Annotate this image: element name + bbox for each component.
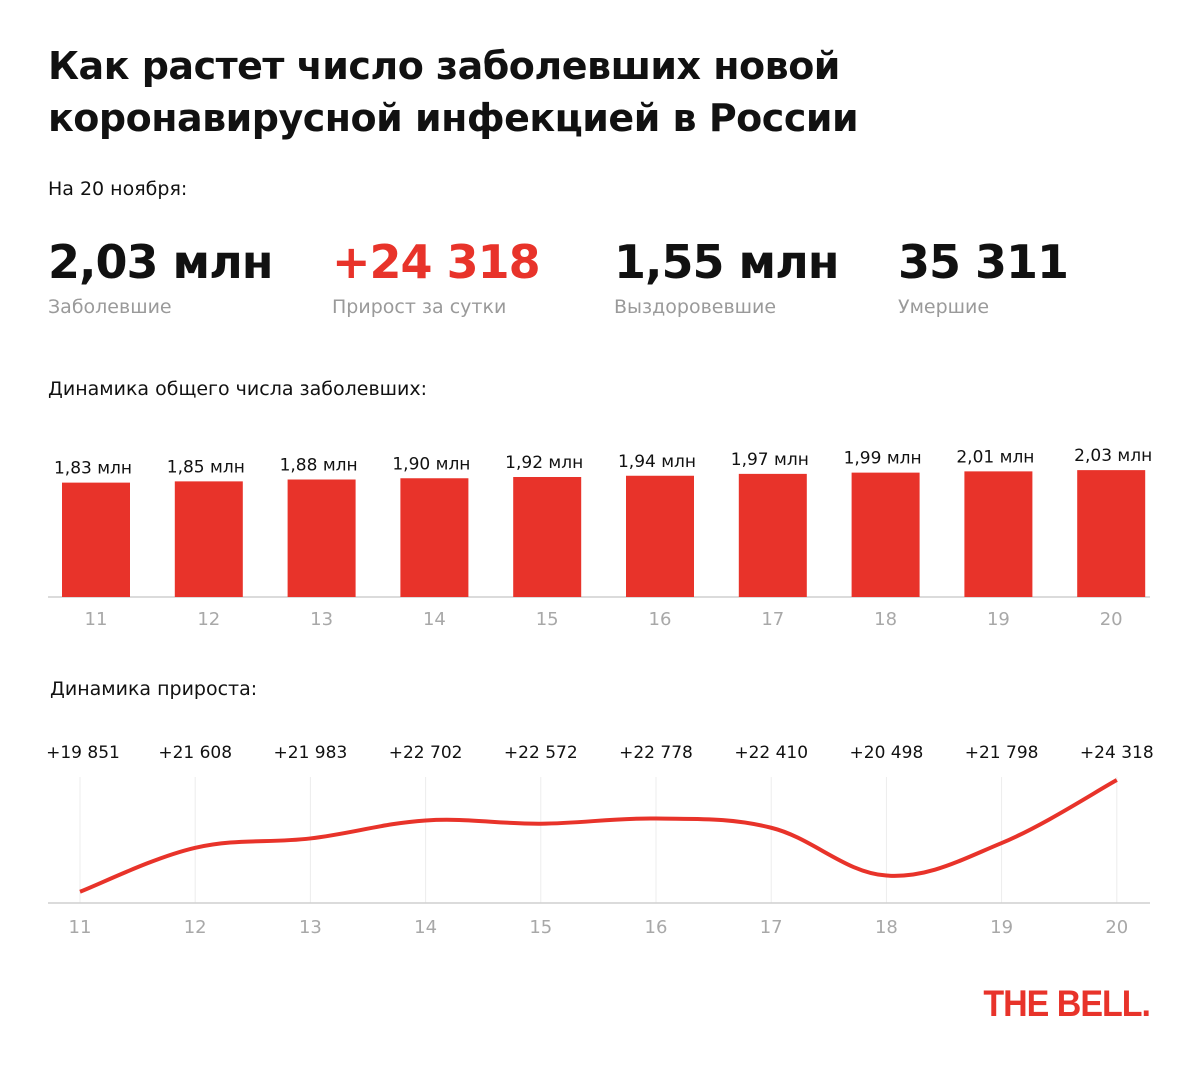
x-tick-label: 11 [69,917,92,938]
bar-data-label: 1,88 млн [280,456,358,476]
bar [513,477,582,597]
page-title: Как растет число заболевших новой корона… [48,44,859,140]
x-tick-label: 14 [414,917,437,938]
x-tick-label: 20 [1100,609,1123,630]
bar-data-label: 1,92 млн [505,453,583,473]
the-bell-logo: THE BELL. [983,983,1151,1025]
stat-label: Выздоровевшие [614,296,777,318]
bar [287,479,356,597]
bar-data-label: 1,97 млн [731,450,809,470]
bar-chart: 1,83 млн 11 1,85 млн 12 1,88 млн 13 1,90 млн 14… [48,446,1152,630]
stat-daily-increase: +24 318 Прирост за сутки [332,232,541,318]
x-tick-label: 13 [310,609,333,630]
x-tick-label: 17 [760,917,783,938]
point-data-label: +21 983 [274,743,348,763]
bar [964,471,1033,597]
line-chart: +19 851 11 +21 608 12 +21 983 13 +22 702 14 +22 … [46,743,1154,938]
x-tick-label: 16 [649,609,672,630]
point-data-label: +21 798 [965,743,1039,763]
x-tick-label: 15 [529,917,552,938]
bar [738,473,807,597]
point-data-label: +21 608 [158,743,232,763]
x-tick-label: 12 [184,917,207,938]
stat-label: Умершие [898,296,990,318]
x-tick-label: 19 [987,609,1010,630]
bar [626,475,694,597]
stat-recovered: 1,55 млн Выздоровевшие [614,232,840,318]
x-tick-label: 14 [423,609,446,630]
point-data-label: +24 318 [1080,743,1154,763]
x-tick-label: 13 [299,917,322,938]
x-tick-label: 19 [990,917,1013,938]
x-tick-label: 18 [875,917,898,938]
x-tick-label: 18 [874,609,897,630]
point-data-label: +22 702 [389,743,463,763]
x-tick-label: 16 [645,917,668,938]
x-tick-label: 11 [85,609,108,630]
point-data-label: +19 851 [46,743,120,763]
growth-line [79,778,1118,894]
bar [62,482,130,597]
x-tick-label: 15 [536,609,559,630]
bar-chart-title: Динамика общего числа заболевших: [48,378,428,400]
x-tick-label: 20 [1105,917,1128,938]
point-data-label: +22 410 [734,743,808,763]
line-chart-title: Динамика прироста: [50,678,258,700]
stat-deaths: 35 311 Умершие [898,232,1069,318]
stat-value: 1,55 млн [614,235,840,289]
bar-data-label: 2,03 млн [1074,446,1152,466]
point-data-label: +20 498 [850,743,924,763]
bar [851,472,920,597]
bar-data-label: 2,01 млн [956,447,1034,467]
bar [400,478,469,597]
bar-data-label: 1,94 млн [618,452,696,472]
bar [1077,470,1146,597]
date-label: На 20 ноября: [48,178,188,200]
point-data-label: +22 778 [619,743,693,763]
stat-label: Прирост за сутки [332,296,507,318]
stat-value: 2,03 млн [48,235,274,289]
x-tick-label: 12 [197,609,220,630]
bar-data-label: 1,90 млн [392,454,470,474]
stat-value: 35 311 [898,235,1069,289]
bar-data-label: 1,99 млн [844,449,922,469]
stat-value: +24 318 [332,235,541,289]
bar [174,481,243,597]
stat-cases: 2,03 млн Заболевшие [48,232,274,318]
stat-label: Заболевшие [48,296,172,318]
point-data-label: +22 572 [504,743,578,763]
x-tick-label: 17 [761,609,784,630]
bar-data-label: 1,83 млн [54,459,132,479]
bar-data-label: 1,85 млн [167,457,245,477]
